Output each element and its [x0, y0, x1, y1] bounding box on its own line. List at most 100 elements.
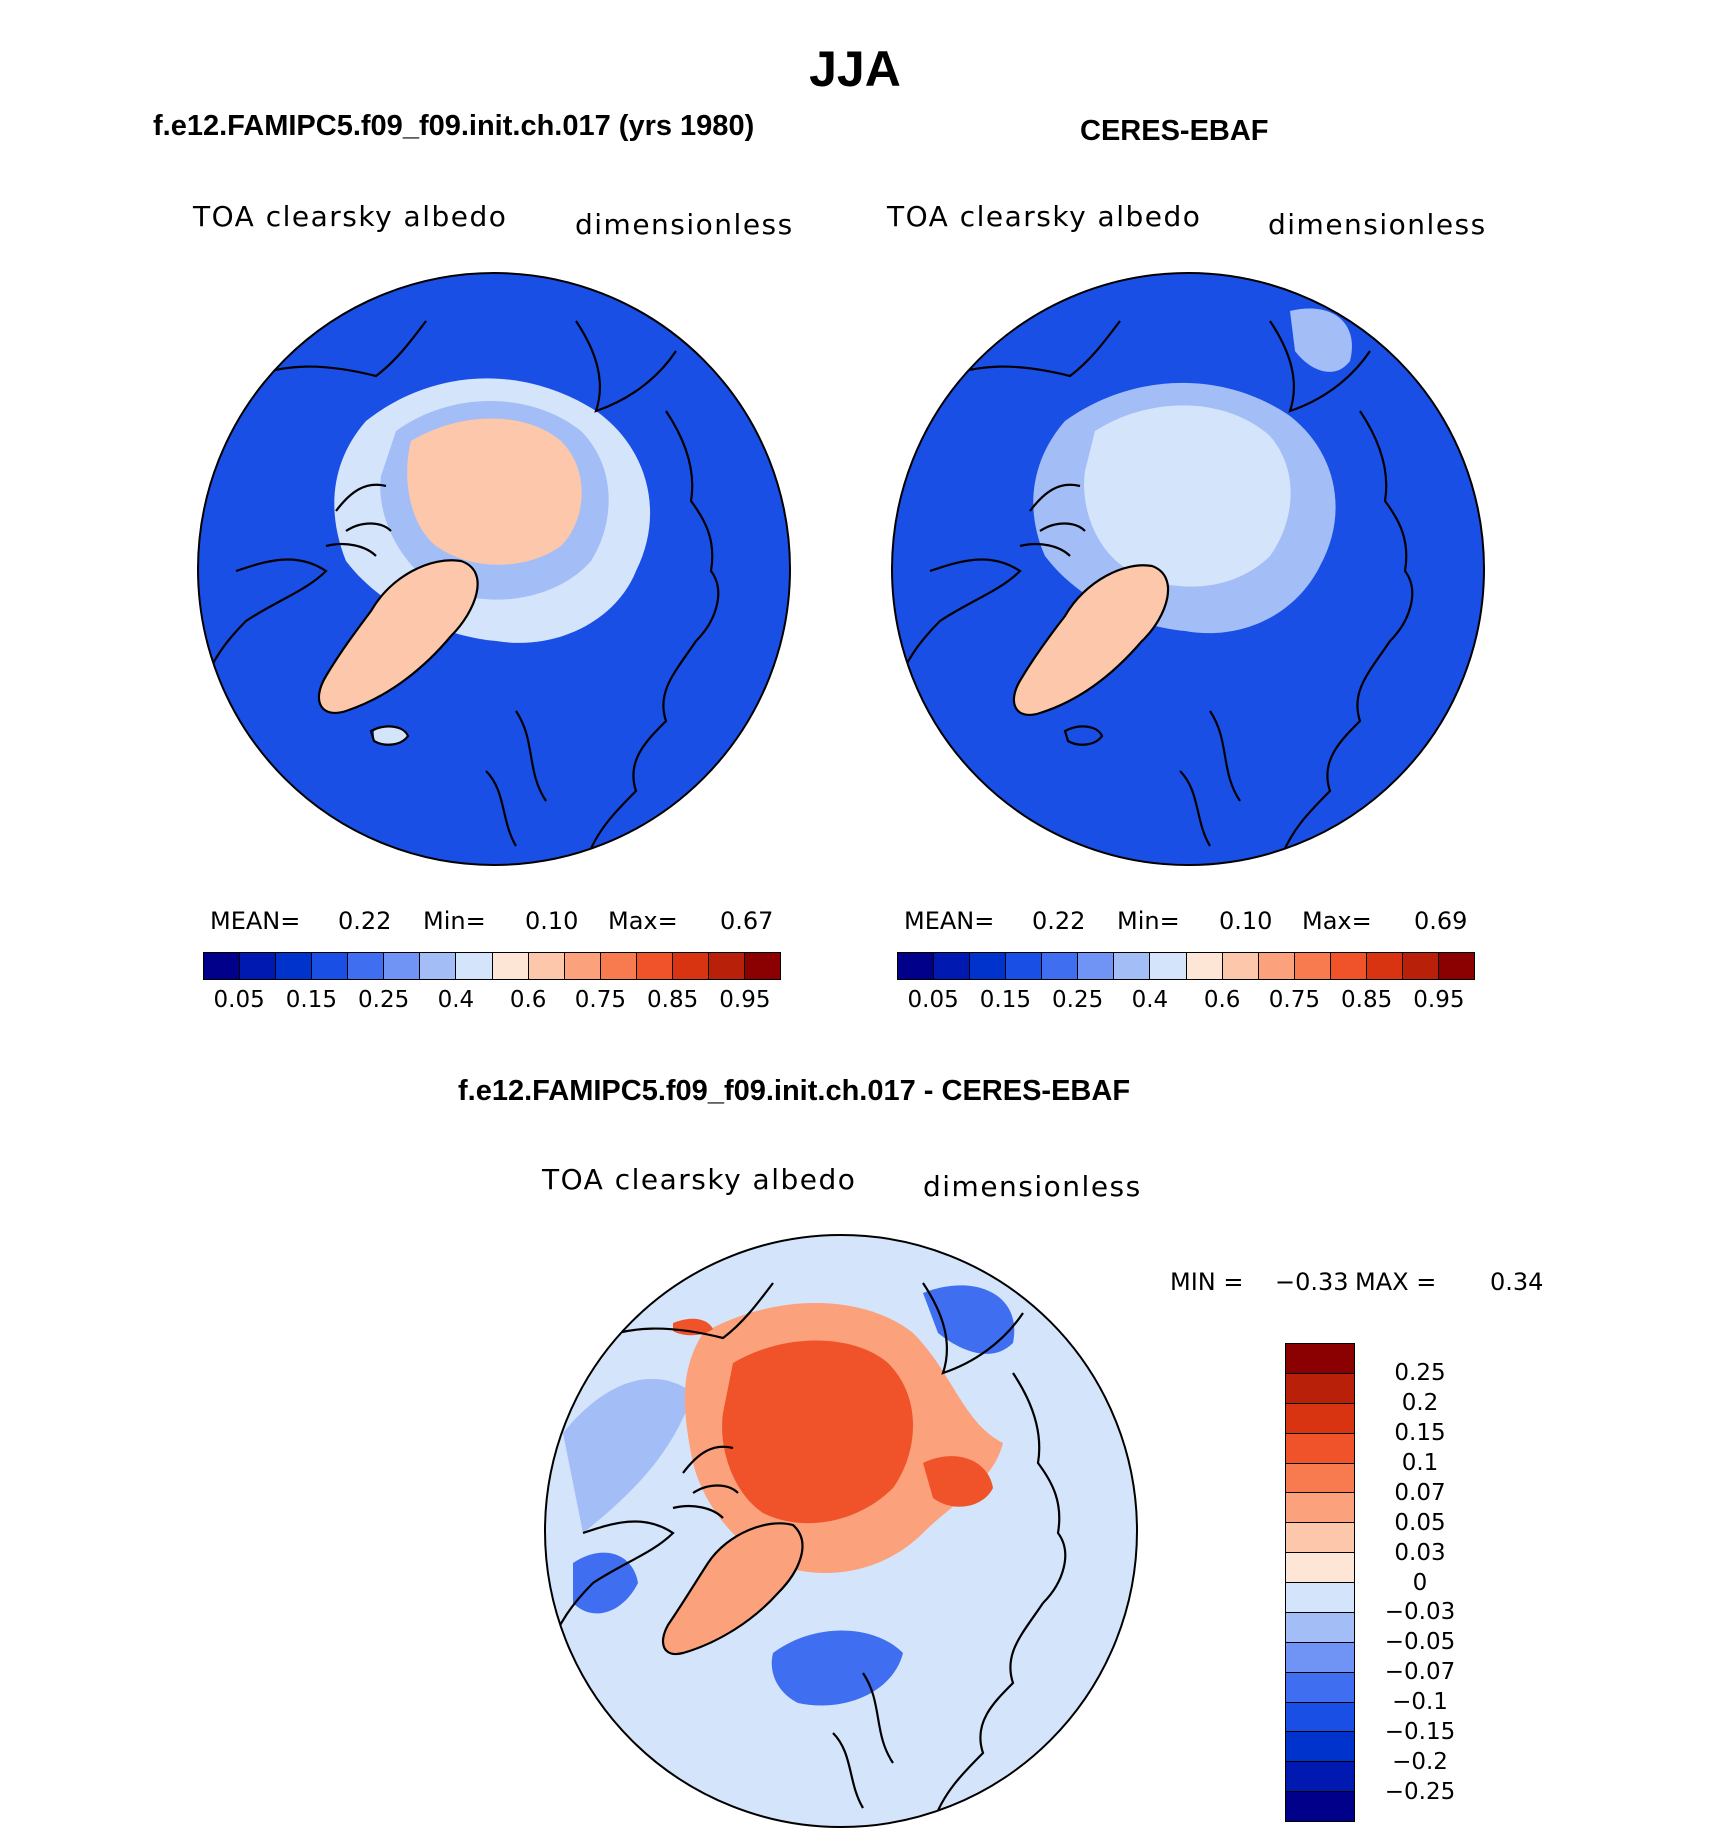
colorbar-tick-label: 0.03	[1394, 1539, 1446, 1566]
positive-region-east	[923, 1456, 993, 1507]
panel-diff-colorbar	[1285, 1343, 1355, 1822]
colorbar-tick-label: 0.25	[1052, 987, 1104, 1013]
colorbar-swatch	[1286, 1702, 1354, 1733]
colorbar-tick-label: −0.05	[1384, 1629, 1456, 1656]
colorbar-swatch	[492, 953, 529, 979]
colorbar-swatch	[1286, 1792, 1354, 1821]
coastlines	[546, 1282, 1067, 1824]
colorbar-swatch	[1438, 953, 1474, 979]
colorbar-swatch	[1286, 1553, 1354, 1583]
colorbar-swatch	[420, 953, 457, 979]
panel-obs-map	[891, 272, 1485, 866]
colorbar-tick-label: 0.6	[1203, 987, 1241, 1013]
panel-model-variable: TOA clearsky albedo	[193, 200, 508, 233]
panel-obs-colorbar-ticks: 0.05 0.15 0.25 0.4 0.6 0.75 0.85 0.95	[897, 987, 1475, 1017]
colorbar-tick-label: 0.15	[979, 987, 1031, 1013]
colorbar-swatch	[672, 953, 709, 979]
panel-diff-min-value: −0.33	[1275, 1268, 1349, 1296]
colorbar-swatch	[312, 953, 349, 979]
colorbar-tick-label: −0.15	[1384, 1719, 1456, 1746]
colorbar-tick-label: 0.95	[719, 987, 771, 1013]
colorbar-swatch	[1286, 1523, 1354, 1554]
colorbar-swatch	[708, 953, 745, 979]
panel-obs-mean-value: 0.22	[1032, 907, 1086, 935]
colorbar-tick-label: 0.05	[213, 987, 265, 1013]
panel-model-mean-value: 0.22	[338, 907, 392, 935]
panel-model-min-label: Min=	[423, 907, 486, 935]
colorbar-tick-label: 0	[1412, 1569, 1428, 1596]
colorbar-tick-label: −0.1	[1392, 1689, 1448, 1716]
negative-region-west	[563, 1378, 693, 1533]
panel-obs-min-value: 0.10	[1219, 907, 1273, 935]
panel-model-header: f.e12.FAMIPC5.f09_f09.init.ch.017 (yrs 1…	[153, 110, 755, 142]
coastlines	[199, 320, 720, 862]
arctic-core	[1084, 405, 1291, 587]
colorbar-tick-label: 0.85	[647, 987, 699, 1013]
arctic-core	[407, 418, 582, 565]
colorbar-tick-label: 0.1	[1401, 1449, 1439, 1476]
panel-model-max-label: Max=	[608, 907, 678, 935]
colorbar-swatch	[204, 953, 241, 979]
greenland	[318, 560, 478, 713]
panel-model-units: dimensionless	[575, 208, 794, 241]
colorbar-swatch	[1286, 1732, 1354, 1763]
greenland	[1013, 565, 1169, 715]
panel-obs-variable: TOA clearsky albedo	[887, 200, 1202, 233]
colorbar-swatch	[1286, 1344, 1354, 1374]
colorbar-swatch	[1330, 953, 1367, 979]
colorbar-swatch	[1402, 953, 1439, 979]
panel-diff-map	[544, 1234, 1138, 1828]
colorbar-swatch	[1286, 1583, 1354, 1613]
colorbar-swatch	[898, 953, 935, 979]
colorbar-swatch	[1222, 953, 1259, 979]
coastlines	[893, 320, 1414, 862]
colorbar-swatch	[348, 953, 385, 979]
pale-region	[1290, 308, 1352, 372]
panel-diff-variable: TOA clearsky albedo	[542, 1163, 857, 1196]
panel-obs-mean-label: MEAN=	[904, 907, 995, 935]
colorbar-swatch	[1286, 1373, 1354, 1404]
colorbar-swatch	[456, 953, 493, 979]
colorbar-swatch	[1150, 953, 1187, 979]
figure-title: JJA	[809, 41, 901, 97]
colorbar-swatch	[1286, 1433, 1354, 1464]
panel-obs-min-label: Min=	[1117, 907, 1180, 935]
colorbar-swatch	[1286, 1642, 1354, 1673]
panel-obs-units: dimensionless	[1268, 208, 1487, 241]
colorbar-tick-label: −0.2	[1392, 1749, 1448, 1776]
panel-diff-max-value: 0.34	[1490, 1268, 1544, 1296]
panel-obs-max-label: Max=	[1302, 907, 1372, 935]
colorbar-swatch	[1042, 953, 1079, 979]
colorbar-tick-label: −0.25	[1384, 1779, 1456, 1806]
panel-model-max-value: 0.67	[720, 907, 774, 935]
colorbar-swatch	[1286, 1493, 1354, 1524]
colorbar-swatch	[744, 953, 780, 979]
panel-diff-units: dimensionless	[923, 1170, 1142, 1203]
colorbar-swatch	[1286, 1463, 1354, 1494]
colorbar-tick-label: 0.75	[574, 987, 626, 1013]
colorbar-swatch	[600, 953, 637, 979]
colorbar-tick-label: 0.4	[437, 987, 475, 1013]
colorbar-tick-label: 0.6	[509, 987, 547, 1013]
iceland	[374, 726, 408, 745]
colorbar-tick-label: 0.07	[1394, 1479, 1446, 1506]
colorbar-swatch	[636, 953, 673, 979]
panel-obs-colorbar	[897, 952, 1475, 980]
panel-diff-min-label: MIN =	[1170, 1268, 1244, 1296]
colorbar-tick-label: 0.05	[907, 987, 959, 1013]
colorbar-tick-label: 0.95	[1413, 987, 1465, 1013]
panel-diff-colorbar-ticks: 0.25 0.2 0.15 0.1 0.07 0.05 0.03 0 −0.03 −0.05 −0.…	[1360, 1343, 1480, 1822]
panel-diff-header: f.e12.FAMIPC5.f09_f09.init.ch.017 - CERE…	[458, 1075, 1131, 1107]
panel-obs-header: CERES-EBAF	[1080, 115, 1269, 147]
colorbar-tick-label: 0.05	[1394, 1509, 1446, 1536]
panel-model-min-value: 0.10	[525, 907, 579, 935]
colorbar-tick-label: 0.4	[1131, 987, 1169, 1013]
colorbar-swatch	[970, 953, 1007, 979]
colorbar-tick-label: 0.15	[1394, 1419, 1446, 1446]
panel-model-map	[197, 272, 791, 866]
colorbar-swatch	[1114, 953, 1151, 979]
colorbar-tick-label: 0.25	[1394, 1359, 1446, 1386]
colorbar-tick-label: 0.15	[285, 987, 337, 1013]
colorbar-tick-label: 0.75	[1268, 987, 1320, 1013]
colorbar-swatch	[1366, 953, 1403, 979]
